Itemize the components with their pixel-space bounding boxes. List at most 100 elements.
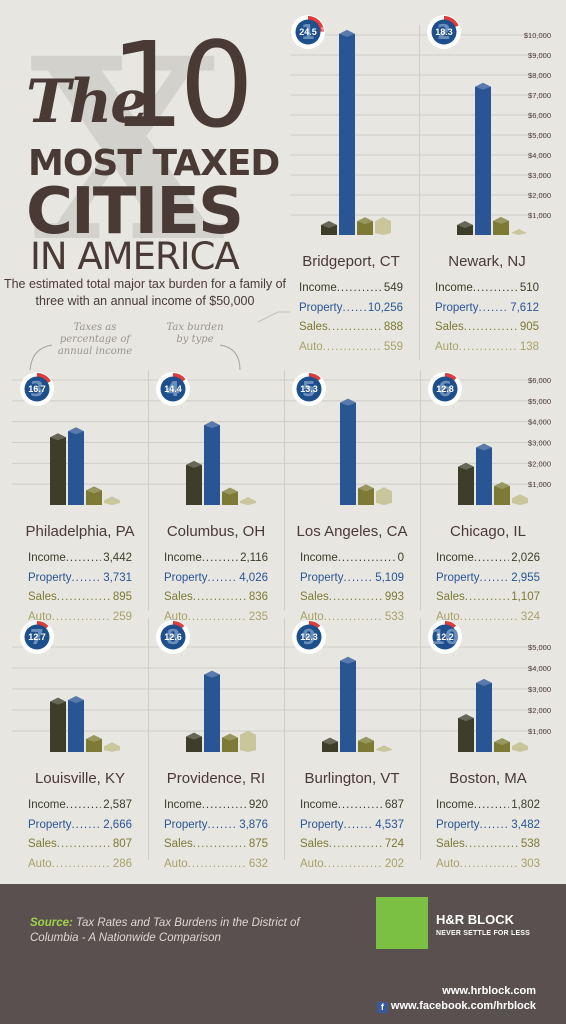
row-label: Auto — [164, 858, 188, 871]
axis-tick-label: $9,000 — [528, 51, 551, 60]
note-connector — [257, 311, 290, 323]
bar-property — [475, 82, 491, 235]
row-auto: Auto 632 — [164, 855, 268, 875]
badge-percent: 16.7 — [28, 384, 46, 394]
row-value: 905 — [519, 321, 539, 334]
row-leader — [329, 835, 383, 855]
bar-property — [340, 656, 356, 752]
badge-inner — [432, 376, 458, 402]
title-most-taxed: MOST TAXED — [28, 143, 280, 184]
bar-property — [68, 696, 84, 752]
percent-badge: 812.6% — [156, 620, 191, 654]
row-label: Auto — [436, 611, 460, 624]
row-leader — [193, 588, 247, 608]
row-income: Income 1,802 — [436, 796, 540, 816]
row-leader — [193, 835, 247, 855]
axis-tick-label: $1,000 — [528, 727, 551, 736]
row-property: Property 3,731 — [28, 569, 132, 589]
title-cities: CITIES — [26, 175, 244, 249]
row-property: Property 4,537 — [300, 816, 404, 836]
bar-auto — [240, 730, 256, 752]
bar-property — [68, 427, 84, 505]
bar-auto — [104, 496, 120, 505]
row-value: 5,109 — [375, 571, 404, 584]
panel-divider — [419, 25, 420, 360]
axis-tick-label: $1,000 — [528, 211, 551, 220]
website-link[interactable]: www.hrblock.com — [442, 985, 536, 997]
row-leader — [52, 855, 111, 875]
row-value: 10,256 — [367, 301, 403, 314]
bar-sales — [222, 733, 238, 752]
row-income: Income 510 — [435, 279, 539, 299]
panel-divider — [284, 618, 285, 860]
row-auto: Auto 286 — [28, 855, 132, 875]
brand-name: H&R BLOCK — [436, 912, 514, 927]
row-value: 807 — [112, 838, 132, 851]
row-leader — [478, 299, 508, 319]
row-auto: Auto 138 — [435, 338, 539, 358]
badge-inner — [160, 376, 186, 402]
badge-percent-sign: % — [322, 384, 327, 390]
badge-rank: 9 — [302, 625, 316, 649]
panel-divider — [284, 370, 285, 610]
title-in-america: IN AMERICA — [30, 235, 240, 278]
badge-percent: 12.6 — [164, 632, 182, 642]
city-chart — [458, 678, 528, 752]
badge-percent-sign: % — [457, 27, 462, 33]
row-auto: Auto 324 — [436, 608, 540, 628]
badge-rank: 7 — [30, 625, 44, 649]
badge-inner — [295, 19, 321, 45]
row-label: Sales — [300, 838, 329, 851]
row-value: 632 — [248, 858, 268, 871]
row-value: 1,802 — [511, 799, 540, 811]
row-value: 2,026 — [511, 552, 540, 564]
row-label: Income — [436, 799, 474, 811]
row-income: Income 2,116 — [164, 549, 268, 569]
badge-percent: 12.8 — [436, 384, 454, 394]
bar-sales — [86, 735, 102, 752]
percent-badge: 316.7% — [20, 372, 55, 406]
row-value: 324 — [520, 611, 540, 624]
bar-auto — [512, 741, 528, 752]
row-leader — [338, 549, 396, 569]
row-income: Income 2,587 — [28, 796, 132, 816]
facebook-icon: f — [376, 1002, 388, 1013]
note-percentage-arrow — [29, 344, 53, 371]
badge-percent-sign: % — [50, 384, 55, 390]
row-value: 920 — [248, 799, 268, 811]
row-leader — [66, 549, 102, 569]
row-value: 303 — [520, 858, 540, 871]
row-value: 202 — [384, 858, 404, 871]
row-sales: Sales 538 — [436, 835, 540, 855]
city-name: Louisville, KY — [34, 770, 126, 787]
row-value: 4,026 — [239, 571, 268, 584]
row-value: 3,442 — [103, 552, 132, 564]
row-label: Property — [164, 571, 208, 584]
source-label: Source: — [30, 917, 73, 929]
row-leader — [66, 796, 102, 816]
row-label: Auto — [28, 611, 52, 624]
facebook-link[interactable]: f www.facebook.com/hrblock — [376, 1000, 536, 1013]
percent-badge: 513.3% — [292, 372, 327, 406]
city-chart — [50, 427, 120, 505]
bar-income — [50, 433, 66, 505]
badge-rank: 2 — [437, 20, 451, 44]
bar-auto — [376, 745, 392, 752]
axis-tick-label: $2,000 — [528, 706, 551, 715]
bar-sales — [222, 487, 238, 505]
row-value: 3,482 — [511, 818, 540, 831]
row-value: 895 — [112, 591, 132, 604]
row-value: 3,731 — [103, 571, 132, 584]
axis-tick-label: $3,000 — [528, 439, 551, 448]
bar-sales — [358, 736, 374, 752]
row-label: Sales — [164, 838, 193, 851]
bar-auto — [104, 742, 120, 752]
axis-tick-label: $8,000 — [528, 71, 551, 80]
row-income: Income 3,442 — [28, 549, 132, 569]
row-sales: Sales 1,107 — [436, 588, 540, 608]
row-label: Property — [28, 571, 72, 584]
axis-tick-label: $5,000 — [528, 643, 551, 652]
row-value: 7,612 — [510, 301, 539, 314]
source-text: Tax Rates and Tax Burdens in the Distric… — [30, 917, 300, 944]
bar-auto — [512, 494, 528, 505]
